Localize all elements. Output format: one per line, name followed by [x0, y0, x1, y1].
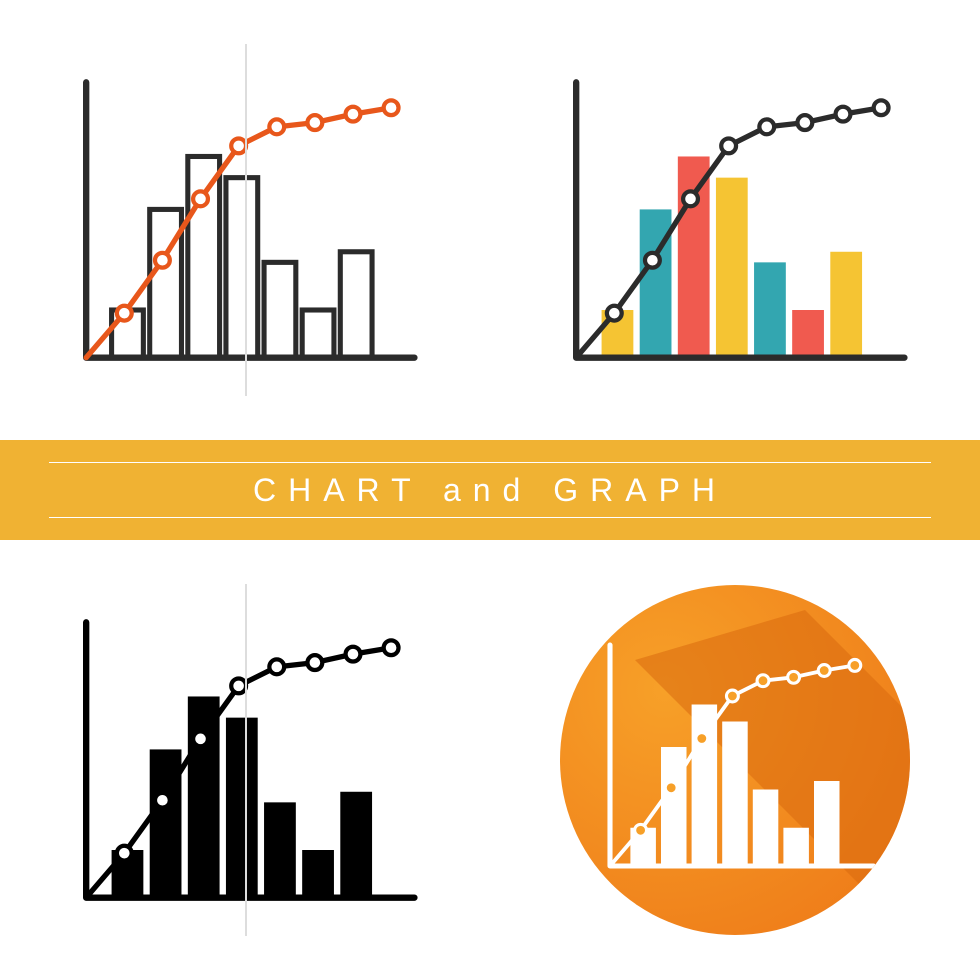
rule-bot [49, 517, 931, 518]
chart-color-icon [555, 60, 915, 380]
banner-text: CHART and GRAPH [233, 472, 747, 509]
chart-badge-icon [545, 570, 925, 950]
variant-badge [490, 540, 980, 980]
title-banner: CHART and GRAPH [0, 440, 980, 540]
variant-outline [0, 0, 490, 440]
divider [245, 44, 247, 396]
rule-top [49, 462, 931, 463]
variant-color [490, 0, 980, 440]
variant-solid [0, 540, 490, 980]
divider [245, 584, 247, 936]
